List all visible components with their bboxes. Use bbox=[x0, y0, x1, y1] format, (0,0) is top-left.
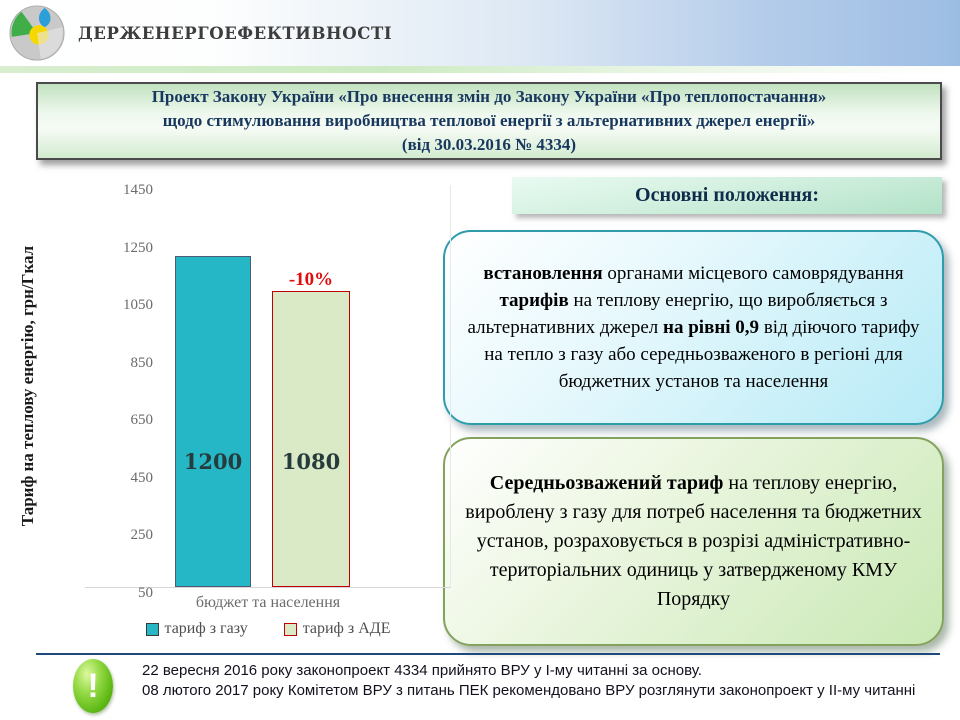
y-tick: 1250 bbox=[123, 240, 153, 256]
legend-label-ade: тариф з АДЕ bbox=[302, 620, 391, 637]
chart-legend: тариф з газу тариф з АДЕ bbox=[85, 620, 451, 638]
text-segment: тарифів bbox=[499, 290, 569, 311]
bar-ade-tariff: 1080 bbox=[272, 291, 350, 587]
text-segment: Середньозважений тариф bbox=[489, 472, 724, 494]
text-segment: органами місцевого самоврядування bbox=[602, 263, 904, 284]
header-band bbox=[0, 0, 960, 66]
footer-divider bbox=[36, 653, 940, 655]
agency-name: ДЕРЖЕНЕРГОЕФЕКТИВНОСТІ bbox=[78, 24, 393, 43]
bar-gas-tariff: 1200 bbox=[175, 256, 251, 587]
callout-tariff-setting: встановлення органами місцевого самовряд… bbox=[443, 230, 944, 425]
y-axis-title: Тариф на теплову енергію, грн/Гкал bbox=[18, 245, 37, 527]
footer-note-2: 08 лютого 2017 року Комітетом ВРУ з пита… bbox=[142, 682, 916, 699]
tariff-bar-chart: Тариф на теплову енергію, грн/Гкал 1450 … bbox=[12, 180, 467, 658]
y-tick: 450 bbox=[130, 470, 154, 486]
bar-ade-value: 1080 bbox=[281, 449, 341, 474]
slide-title: Проект Закону України «Про внесення змін… bbox=[36, 82, 942, 160]
text-segment: на рівні 0,9 bbox=[663, 317, 760, 338]
y-tick: 50 bbox=[138, 585, 153, 601]
text-segment: від діючого тарифу на тепло з газу або с… bbox=[484, 317, 920, 392]
callout-weighted-tariff-text: Середньозважений тариф на теплову енергі… bbox=[459, 469, 928, 614]
y-tick: 1450 bbox=[123, 182, 153, 198]
plot-area: 1450 1250 1050 850 650 450 250 50 1200 1… bbox=[85, 182, 451, 601]
footer-note-1: 22 вересня 2016 року законопроект 4334 п… bbox=[142, 662, 702, 679]
footer-notes: 22 вересня 2016 року законопроект 4334 п… bbox=[142, 661, 932, 701]
exclamation-icon: ! bbox=[73, 659, 113, 713]
y-tick: 250 bbox=[130, 527, 154, 543]
legend-item-gas: тариф з газу bbox=[145, 620, 248, 638]
y-tick: 850 bbox=[130, 355, 154, 371]
callout-tariff-setting-text: встановлення органами місцевого самовряд… bbox=[459, 260, 928, 395]
text-segment: на теплову енергію, що виробляється з ал… bbox=[467, 290, 888, 338]
title-line-3: (від 30.03.2016 № 4334) bbox=[401, 135, 577, 154]
y-tick: 650 bbox=[130, 412, 154, 428]
exclamation-glyph: ! bbox=[87, 667, 99, 705]
text-segment: встановлення bbox=[483, 263, 603, 284]
percent-change-annotation: -10% bbox=[288, 269, 334, 290]
header-accent-strip bbox=[0, 66, 960, 73]
legend-item-ade: тариф з АДЕ bbox=[283, 620, 391, 638]
text-segment: на теплову енергію, вироблену з газу для… bbox=[465, 472, 922, 610]
section-heading: Основні положення: bbox=[512, 177, 942, 214]
y-tick: 1050 bbox=[123, 297, 153, 313]
bar-gas-value: 1200 bbox=[183, 449, 243, 474]
callout-weighted-tariff: Середньозважений тариф на теплову енергі… bbox=[443, 437, 944, 646]
title-line-2: щодо стимулювання виробництва теплової е… bbox=[162, 111, 816, 130]
legend-label-gas: тариф з газу bbox=[164, 620, 248, 637]
agency-logo-icon bbox=[9, 5, 65, 61]
legend-swatch-ade-icon bbox=[283, 622, 297, 636]
title-line-1: Проект Закону України «Про внесення змін… bbox=[151, 87, 827, 106]
legend-swatch-gas-icon bbox=[145, 622, 159, 636]
x-category-label: бюджет та населення bbox=[195, 594, 341, 611]
